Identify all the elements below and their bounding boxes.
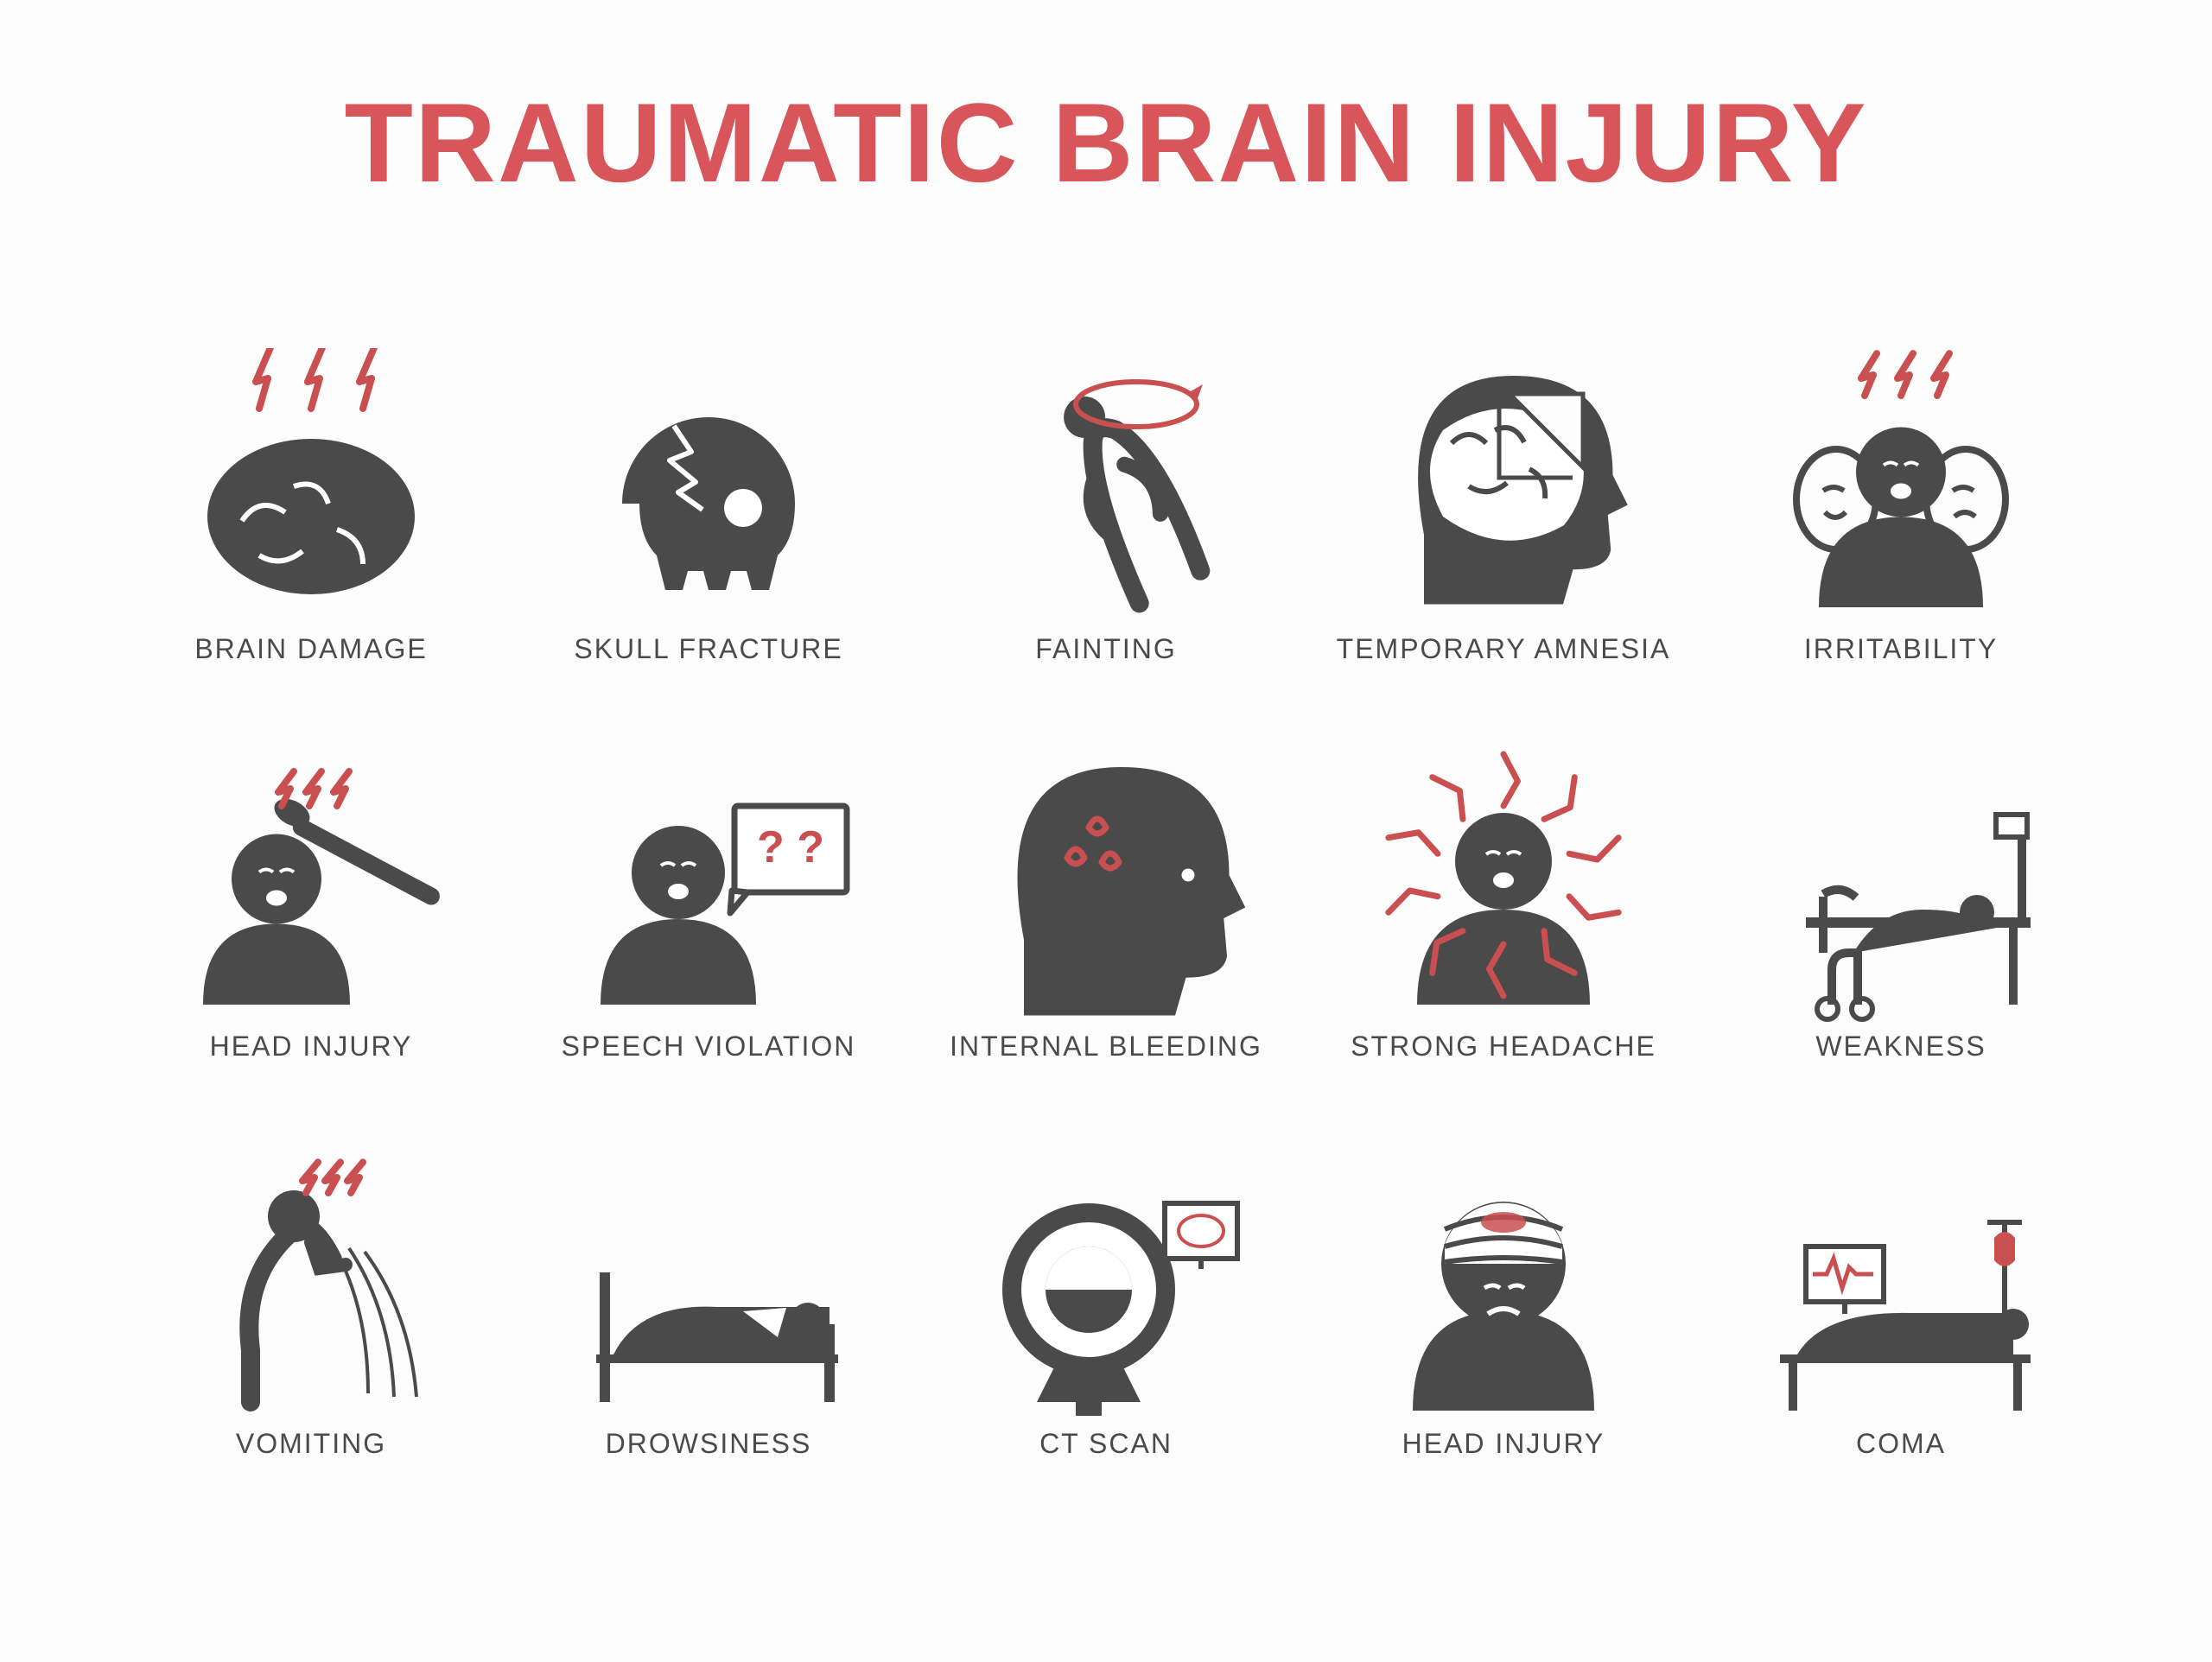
page-title: TRAUMATIC BRAIN INJURY	[345, 78, 1868, 207]
icon-label: HEAD INJURY	[210, 1031, 413, 1063]
grid-cell: HEAD INJURY	[130, 682, 493, 1063]
icon-label: BRAIN DAMAGE	[194, 633, 427, 665]
icon-label: DROWSINESS	[606, 1428, 812, 1460]
vomiting-icon	[164, 1143, 458, 1419]
icon-label: CT SCAN	[1039, 1428, 1173, 1460]
icon-label: INTERNAL BLEEDING	[950, 1031, 1262, 1063]
icon-label: STRONG HEADACHE	[1351, 1031, 1656, 1063]
irritability-icon	[1754, 348, 2048, 625]
fainting-icon	[959, 348, 1253, 625]
grid-cell: COMA	[1719, 1080, 2082, 1460]
icon-label: TEMPORARY AMNESIA	[1337, 633, 1671, 665]
grid-cell: FAINTING	[925, 285, 1287, 665]
skull-fracture-icon	[562, 348, 855, 625]
head-injury-bandage-icon	[1357, 1143, 1650, 1419]
svg-text:? ?: ? ?	[757, 822, 824, 872]
brain-damage-icon	[164, 348, 458, 625]
icon-label: FAINTING	[1035, 633, 1177, 665]
internal-bleeding-icon	[959, 745, 1253, 1022]
temporary-amnesia-icon	[1357, 348, 1650, 625]
head-injury-bat-icon	[164, 745, 458, 1022]
icon-label: SKULL FRACTURE	[574, 633, 842, 665]
grid-cell: DROWSINESS	[527, 1080, 890, 1460]
grid-cell: CT SCAN	[925, 1080, 1287, 1460]
grid-cell: VOMITING	[130, 1080, 493, 1460]
icon-label: WEAKNESS	[1815, 1031, 1986, 1063]
grid-cell: INTERNAL BLEEDING	[925, 682, 1287, 1063]
icon-grid: BRAIN DAMAGE SKULL FRACTURE FAINTING TEM…	[130, 285, 2082, 1460]
grid-cell: WEAKNESS	[1719, 682, 2082, 1063]
speech-violation-icon: ? ?	[562, 745, 855, 1022]
grid-cell: STRONG HEADACHE	[1322, 682, 1685, 1063]
icon-label: IRRITABILITY	[1804, 633, 1998, 665]
icon-label: VOMITING	[236, 1428, 386, 1460]
weakness-icon	[1754, 745, 2048, 1022]
grid-cell: TEMPORARY AMNESIA	[1322, 285, 1685, 665]
infographic-page: TRAUMATIC BRAIN INJURY BRAIN DAMAGE SKUL…	[0, 0, 2212, 1662]
grid-cell: ? ? SPEECH VIOLATION	[527, 682, 890, 1063]
strong-headache-icon	[1357, 745, 1650, 1022]
grid-cell: SKULL FRACTURE	[527, 285, 890, 665]
grid-cell: IRRITABILITY	[1719, 285, 2082, 665]
icon-label: HEAD INJURY	[1402, 1428, 1605, 1460]
grid-cell: HEAD INJURY	[1322, 1080, 1685, 1460]
coma-icon	[1754, 1143, 2048, 1419]
icon-label: COMA	[1856, 1428, 1946, 1460]
ct-scan-icon	[959, 1143, 1253, 1419]
grid-cell: BRAIN DAMAGE	[130, 285, 493, 665]
icon-label: SPEECH VIOLATION	[562, 1031, 856, 1063]
drowsiness-icon	[562, 1143, 855, 1419]
